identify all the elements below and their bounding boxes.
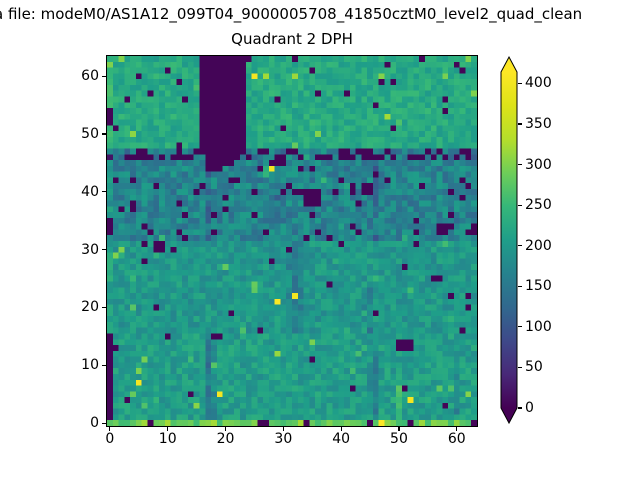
colorbar-tick-mark bbox=[518, 123, 522, 125]
colorbar-tick-label: 50 bbox=[525, 359, 543, 376]
colorbar-tick-label: 250 bbox=[525, 197, 552, 214]
dph-heatmap-image bbox=[107, 56, 477, 426]
colorbar bbox=[500, 55, 518, 425]
colorbar-tick-mark bbox=[518, 163, 522, 166]
colorbar-tick-label: 0 bbox=[525, 400, 534, 416]
colorbar-tick-mark bbox=[518, 204, 522, 206]
x-tick-mark bbox=[224, 427, 227, 431]
y-tick-mark bbox=[102, 249, 106, 251]
x-tick-label: 20 bbox=[216, 431, 235, 447]
x-tick-label: 40 bbox=[332, 431, 351, 447]
heatmap-axes-frame bbox=[106, 55, 478, 427]
colorbar-tick-label: 300 bbox=[525, 156, 552, 173]
colorbar-tick-mark bbox=[518, 245, 522, 247]
y-tick-label: 10 bbox=[81, 357, 99, 374]
x-tick-label: 30 bbox=[274, 431, 293, 447]
y-tick-label: 30 bbox=[81, 241, 99, 258]
colorbar-tick-label: 150 bbox=[525, 278, 552, 295]
x-tick-mark bbox=[167, 427, 169, 431]
axes-title: Quadrant 2 DPH bbox=[231, 30, 353, 48]
y-tick-mark bbox=[102, 306, 106, 309]
x-tick-label: 10 bbox=[158, 431, 177, 447]
colorbar-tick-mark bbox=[518, 407, 522, 409]
x-tick-label: 0 bbox=[105, 431, 115, 447]
y-tick-mark bbox=[102, 422, 106, 424]
colorbar-tick-mark bbox=[518, 285, 522, 287]
colorbar-tick-label: 100 bbox=[525, 318, 552, 335]
y-tick-mark bbox=[102, 75, 106, 77]
colorbar-tick-mark bbox=[518, 326, 522, 328]
x-tick-label: 50 bbox=[390, 431, 408, 447]
x-tick-mark bbox=[109, 427, 111, 431]
colorbar-tick-label: 200 bbox=[525, 237, 552, 254]
y-tick-mark bbox=[102, 191, 106, 193]
y-tick-mark bbox=[102, 364, 106, 366]
colorbar-tick-label: 400 bbox=[525, 75, 552, 92]
colorbar-tick-mark bbox=[518, 366, 522, 368]
x-tick-label: 60 bbox=[447, 431, 466, 447]
y-tick-label: 0 bbox=[90, 415, 99, 432]
x-tick-mark bbox=[456, 427, 458, 431]
y-tick-label: 20 bbox=[81, 299, 99, 316]
y-tick-label: 50 bbox=[81, 126, 99, 143]
y-tick-mark bbox=[102, 133, 106, 135]
colorbar-tick-label: 350 bbox=[525, 115, 552, 132]
y-tick-label: 60 bbox=[81, 68, 99, 85]
x-tick-mark bbox=[398, 427, 400, 431]
x-tick-mark bbox=[282, 427, 284, 431]
x-tick-mark bbox=[340, 427, 342, 431]
colorbar-tick-mark bbox=[518, 82, 522, 84]
figure-suptitle-filename: a file: modeM0/AS1A12_099T04_9000005708_… bbox=[0, 5, 583, 23]
y-tick-label: 40 bbox=[81, 183, 99, 200]
